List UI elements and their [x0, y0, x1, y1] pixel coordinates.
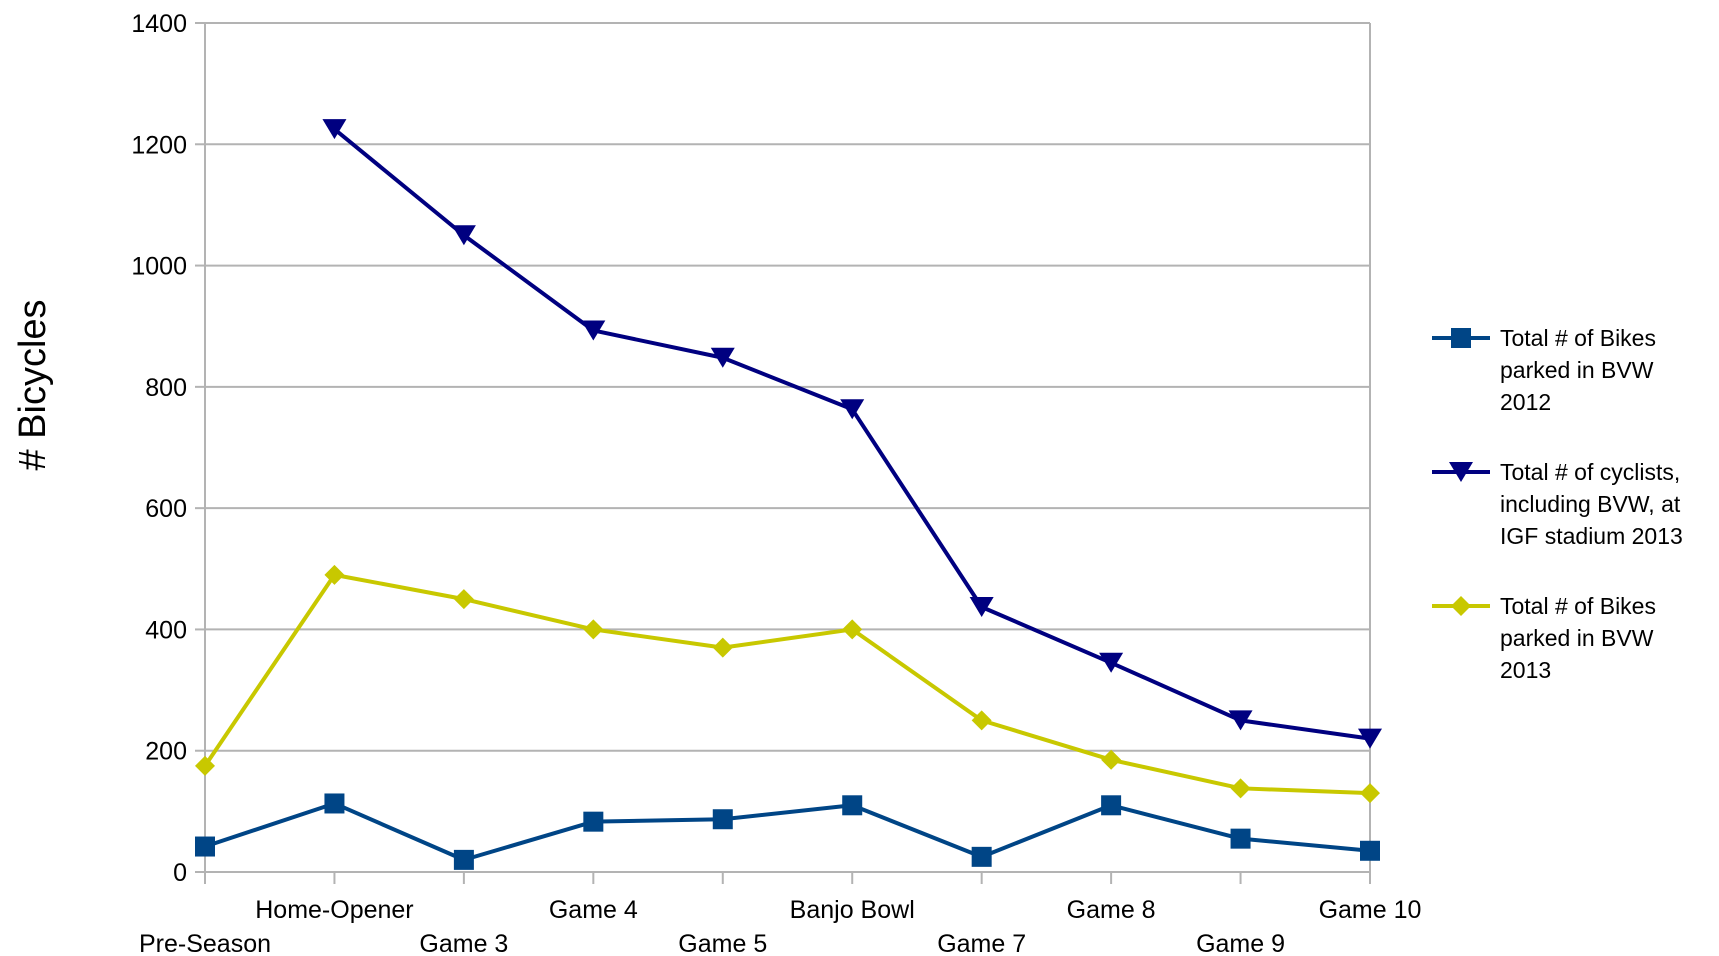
- legend-label-line: Total # of Bikes: [1500, 593, 1656, 619]
- legend-swatch-marker: [1451, 328, 1471, 348]
- x-tick-label: Game 5: [678, 930, 767, 956]
- legend-label-line: Total # of Bikes: [1500, 325, 1656, 351]
- x-tick-label: Game 9: [1196, 930, 1285, 956]
- series-2-point: [1358, 728, 1382, 749]
- legend-entry-3: Total # of Bikes parked in BVW 2013: [1432, 593, 1656, 683]
- series-3-point: [842, 619, 863, 640]
- series-2-point: [710, 347, 735, 368]
- series-2-point: [451, 225, 476, 246]
- series-1-point: [453, 849, 474, 870]
- series-1-point: [971, 846, 992, 867]
- legend-label-line: Total # of cyclists,: [1500, 459, 1680, 485]
- y-tick-label: 1400: [131, 10, 187, 38]
- series-3-point: [712, 637, 733, 658]
- y-tick-label: 1000: [131, 253, 187, 281]
- series-3-point: [1101, 749, 1122, 770]
- series-3: [195, 564, 1380, 804]
- series-3-point: [453, 589, 474, 610]
- series-1-point: [1230, 828, 1251, 849]
- x-tick-label: Game 10: [1319, 896, 1422, 924]
- y-tick-label: 800: [145, 374, 187, 402]
- gridlines: [205, 22, 1371, 872]
- axes: [195, 22, 1371, 884]
- legend-swatch-marker: [1451, 596, 1471, 616]
- series-1-point: [324, 793, 345, 814]
- legend-label-line: IGF stadium 2013: [1500, 523, 1683, 549]
- legend-label-line: including BVW, at: [1500, 491, 1681, 517]
- y-tick-label: 200: [145, 738, 187, 766]
- series-3-point: [971, 710, 992, 731]
- series-1-point: [1101, 795, 1122, 816]
- y-tick-label: 0: [173, 859, 187, 887]
- series-2: [322, 119, 1382, 749]
- series-2-point: [322, 119, 347, 140]
- series-1: [195, 793, 1380, 870]
- series-1-point: [195, 836, 215, 857]
- x-tick-label: Pre-Season: [139, 930, 271, 956]
- series-2-point: [1099, 652, 1124, 673]
- series-2-point: [969, 596, 994, 617]
- legend-label-line: parked in BVW: [1500, 625, 1654, 651]
- y-tick-label: 1200: [131, 131, 187, 159]
- series-1-point: [583, 811, 604, 832]
- x-tick-label: Home-Opener: [255, 896, 413, 924]
- y-tick-label: 400: [145, 616, 187, 644]
- series-1-point: [1360, 840, 1380, 861]
- series-3-point: [195, 755, 215, 776]
- series-3-point: [1230, 778, 1251, 799]
- series-3-point: [324, 564, 345, 585]
- legend-label-line: 2013: [1500, 657, 1551, 683]
- legend-swatch-marker: [1449, 462, 1473, 482]
- series-1-line: [204, 801, 1371, 862]
- x-tick-label: Game 7: [937, 930, 1026, 956]
- x-tick-label: Game 3: [419, 930, 508, 956]
- legend-label-line: 2012: [1500, 389, 1551, 415]
- series-2-point: [840, 399, 865, 420]
- y-tick-labels: 0 200 400 600 800 1000 1200 1400: [131, 10, 187, 887]
- series-2-point: [581, 320, 606, 341]
- y-axis-title: # Bicycles: [12, 299, 54, 470]
- x-tick-label: Game 8: [1067, 896, 1156, 924]
- series-2-point: [1228, 710, 1253, 731]
- series-3-line: [203, 572, 1371, 796]
- legend-label-line: parked in BVW: [1500, 357, 1654, 383]
- x-tick-label: Game 4: [549, 896, 638, 924]
- data-series: [195, 119, 1382, 870]
- legend-entry-1: Total # of Bikes parked in BVW 2012: [1432, 325, 1656, 415]
- series-1-point: [842, 795, 863, 816]
- series-3-point: [583, 619, 604, 640]
- series-3-point: [1360, 783, 1380, 804]
- y-tick-label: 600: [145, 495, 187, 523]
- series-1-point: [712, 809, 733, 830]
- x-tick-label: Banjo Bowl: [790, 896, 915, 924]
- legend-entry-2: Total # of cyclists, including BVW, at IGF…: [1432, 459, 1683, 549]
